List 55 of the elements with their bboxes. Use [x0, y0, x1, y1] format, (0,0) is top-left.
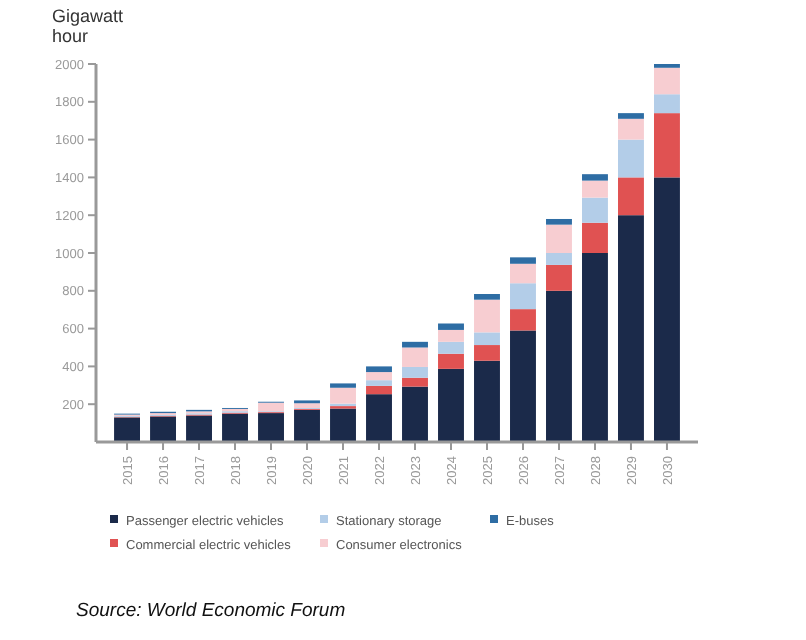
bar — [654, 94, 680, 114]
bar — [402, 366, 428, 378]
bar — [258, 402, 284, 412]
bar — [582, 180, 608, 198]
bar — [366, 394, 392, 442]
bar — [510, 309, 536, 331]
bar — [582, 222, 608, 253]
bar — [366, 366, 392, 373]
bar — [546, 290, 572, 442]
bar — [222, 413, 248, 442]
bar — [546, 218, 572, 225]
bar — [654, 177, 680, 442]
bar — [402, 341, 428, 348]
bar — [366, 380, 392, 386]
bar — [618, 177, 644, 216]
bar — [546, 253, 572, 265]
bar — [582, 197, 608, 223]
bar — [438, 341, 464, 354]
source-note: Source: World Economic Forum — [76, 600, 346, 622]
bar — [474, 294, 500, 300]
bar — [546, 224, 572, 253]
bar — [474, 345, 500, 361]
bar — [402, 377, 428, 387]
bar — [438, 353, 464, 369]
bar — [654, 67, 680, 95]
bar — [618, 113, 644, 119]
bar — [618, 139, 644, 178]
bar — [438, 323, 464, 330]
bar — [510, 257, 536, 264]
bar — [438, 368, 464, 442]
bar — [258, 413, 284, 442]
bar — [402, 386, 428, 442]
bar — [366, 385, 392, 395]
bar — [114, 417, 140, 442]
bar — [582, 174, 608, 181]
bar — [150, 416, 176, 442]
bar — [474, 299, 500, 333]
bar — [366, 372, 392, 381]
bar — [582, 253, 608, 442]
y-axis-title: Gigawatt hour — [52, 6, 125, 46]
bar — [618, 118, 644, 140]
bar — [654, 113, 680, 178]
bar — [402, 347, 428, 367]
bar — [330, 408, 356, 442]
bar — [546, 264, 572, 291]
bar — [438, 329, 464, 342]
bar — [474, 332, 500, 346]
bar — [186, 415, 212, 442]
bar — [330, 387, 356, 404]
bar — [510, 330, 536, 442]
bar — [474, 360, 500, 442]
bar — [294, 409, 320, 442]
bar — [510, 283, 536, 310]
bar — [510, 263, 536, 284]
bar — [618, 215, 644, 442]
